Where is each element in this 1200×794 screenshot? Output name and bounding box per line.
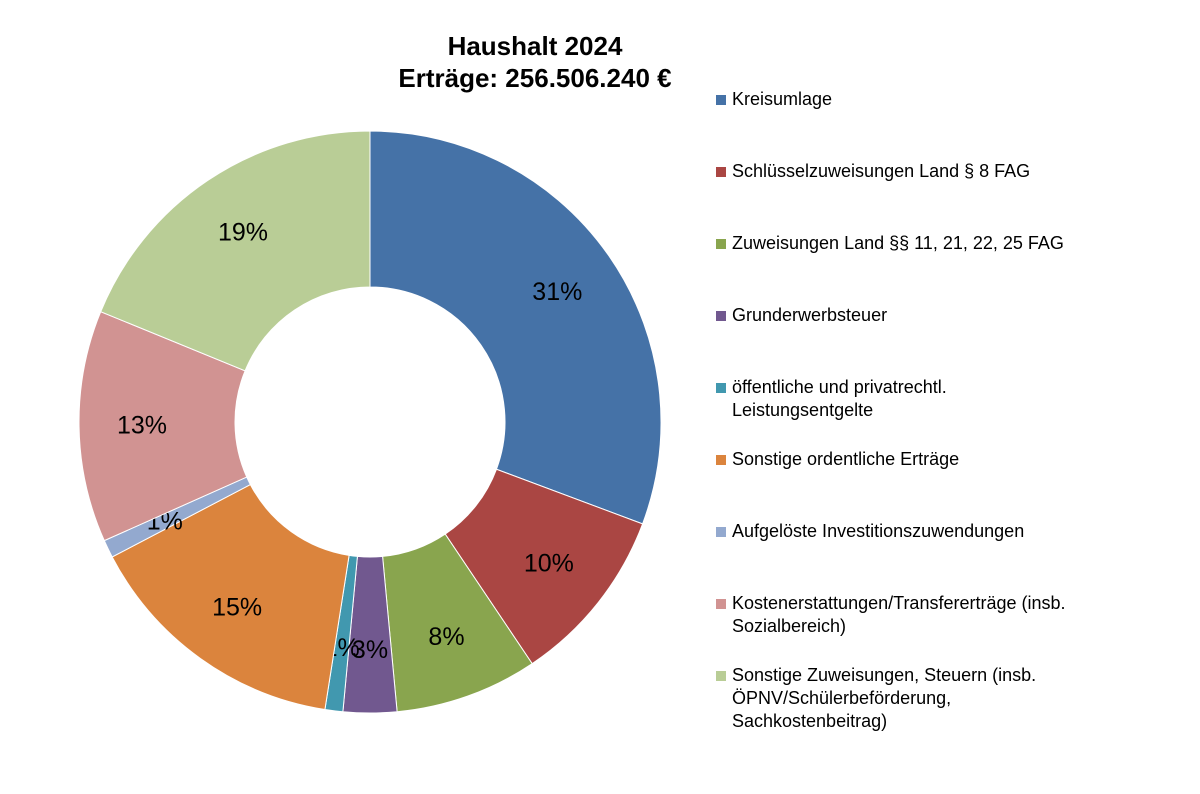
legend-item: öffentliche und privatrechtl. Leistungse…	[716, 376, 947, 422]
chart-title: Haushalt 2024 Erträge: 256.506.240 €	[340, 30, 730, 94]
chart-title-line: Haushalt 2024	[447, 31, 623, 61]
chart-subtitle-line: Erträge: 256.506.240 €	[398, 63, 672, 93]
donut-slice-8	[78, 311, 248, 542]
donut-slice-1	[369, 130, 662, 525]
legend-item: Zuweisungen Land §§ 11, 21, 22, 25 FAG	[716, 232, 1064, 255]
legend-label: öffentliche und privatrechtl. Leistungse…	[732, 377, 947, 420]
legend-label: Grunderwerbsteuer	[732, 305, 888, 325]
legend-item: Sonstige ordentliche Erträge	[716, 448, 959, 471]
legend-swatch	[716, 95, 726, 105]
legend-item: Aufgelöste Investitionszuwendungen	[716, 520, 1024, 543]
donut-chart: 31%10%8%3%1%15%1%13%19%	[78, 130, 662, 714]
legend-item: Grunderwerbsteuer	[716, 304, 887, 327]
legend-swatch	[716, 599, 726, 609]
slice-data-label: 8%	[428, 623, 464, 651]
legend-label: Schlüsselzuweisungen Land § 8 FAG	[732, 161, 1031, 181]
legend-swatch	[716, 527, 726, 537]
legend-label: Kostenerstattungen/Transfererträge (insb…	[732, 593, 1066, 636]
slice-data-label: 3%	[352, 636, 388, 664]
slice-data-label: 13%	[117, 412, 167, 440]
donut-slice-6	[111, 483, 350, 711]
slice-data-label: 10%	[524, 549, 574, 577]
legend-item: Kostenerstattungen/Transfererträge (insb…	[716, 592, 1066, 638]
legend-swatch	[716, 239, 726, 249]
legend-label: Kreisumlage	[732, 89, 833, 109]
legend-label: Sonstige Zuweisungen, Steuern (insb. ÖPN…	[732, 665, 1037, 731]
slice-data-label: 15%	[212, 593, 262, 621]
donut-slice-9	[100, 130, 371, 372]
slice-data-label: 31%	[532, 278, 582, 306]
legend-label: Aufgelöste Investitionszuwendungen	[732, 521, 1025, 541]
legend-swatch	[716, 383, 726, 393]
legend-swatch	[716, 167, 726, 177]
legend-swatch	[716, 311, 726, 321]
legend-item: Kreisumlage	[716, 88, 832, 111]
legend-item: Sonstige Zuweisungen, Steuern (insb. ÖPN…	[716, 664, 1036, 733]
legend-item: Schlüsselzuweisungen Land § 8 FAG	[716, 160, 1030, 183]
legend-label: Zuweisungen Land §§ 11, 21, 22, 25 FAG	[732, 233, 1064, 253]
slice-data-label: 19%	[218, 219, 268, 247]
legend-swatch	[716, 671, 726, 681]
legend-label: Sonstige ordentliche Erträge	[732, 449, 960, 469]
legend-swatch	[716, 455, 726, 465]
